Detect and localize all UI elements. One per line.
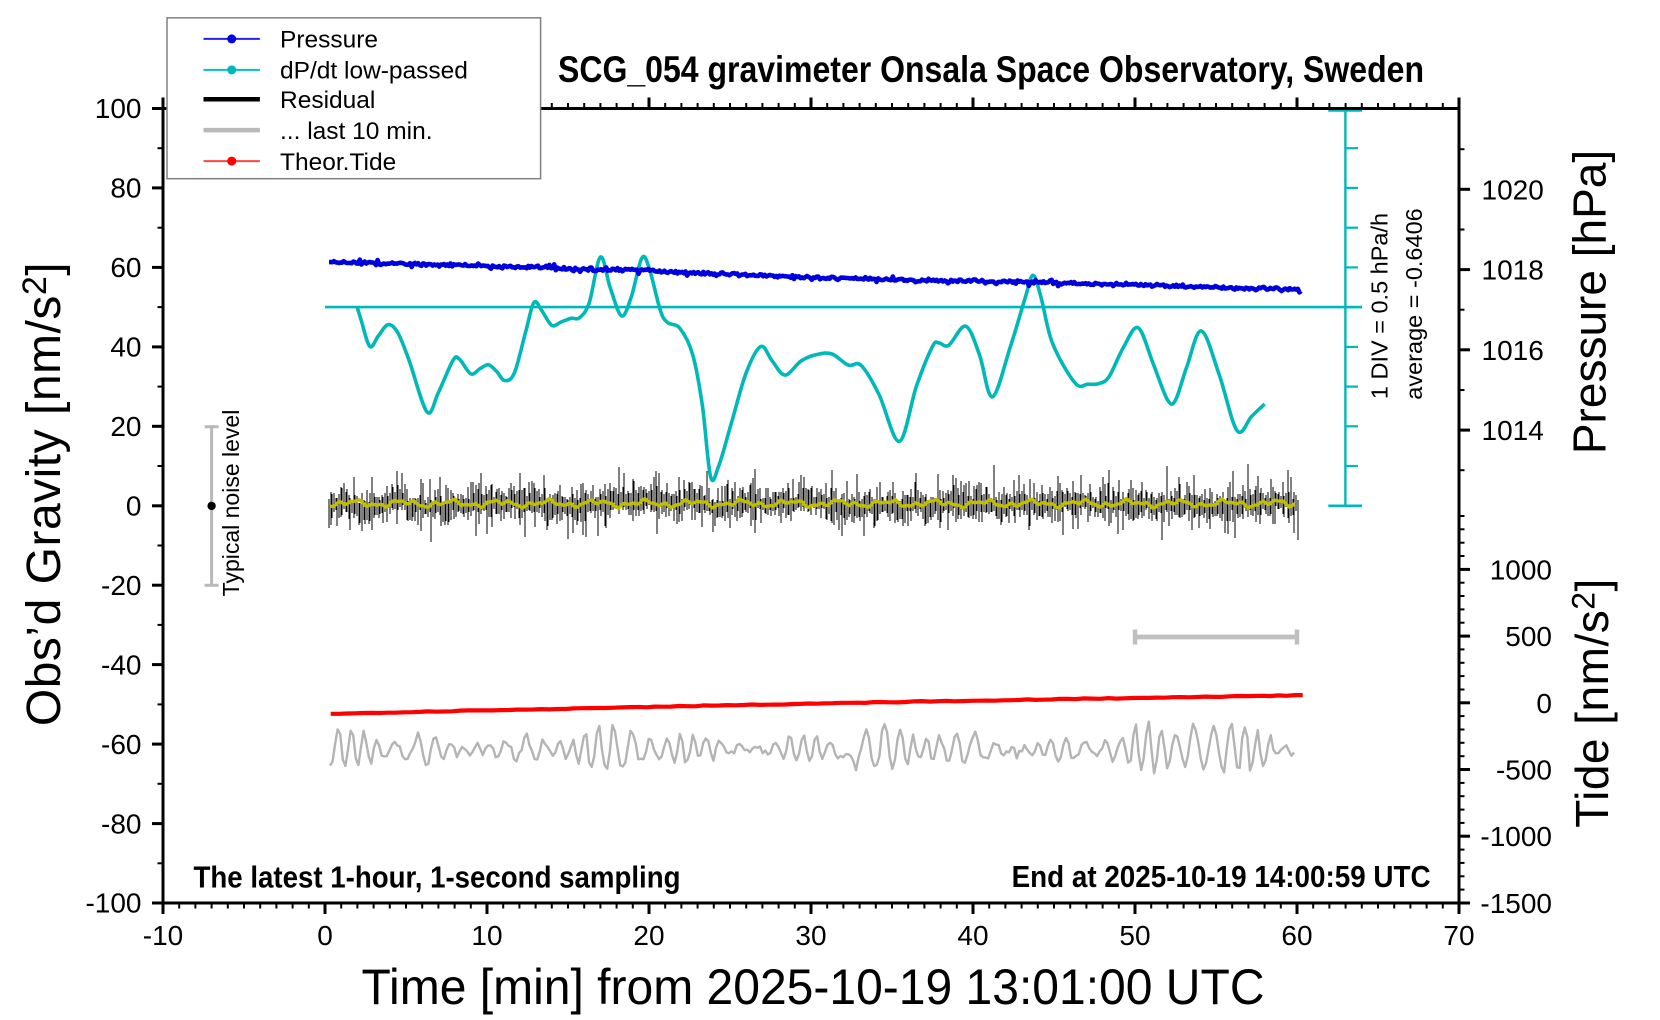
svg-text:1018: 1018	[1482, 255, 1544, 286]
svg-text:-40: -40	[101, 649, 141, 680]
svg-text:1014: 1014	[1482, 415, 1544, 446]
svg-text:1016: 1016	[1482, 335, 1544, 366]
svg-text:-1500: -1500	[1480, 888, 1552, 919]
svg-text:-20: -20	[101, 570, 141, 601]
svg-text:-500: -500	[1496, 755, 1552, 786]
svg-text:60: 60	[1281, 920, 1312, 951]
svg-text:1 DIV = 0.5 hPa/h: 1 DIV = 0.5 hPa/h	[1367, 213, 1393, 399]
svg-text:0: 0	[1536, 688, 1552, 719]
svg-text:The latest 1-hour, 1-second sa: The latest 1-hour, 1-second sampling	[194, 861, 681, 895]
svg-text:Tide [nm/s2]: Tide [nm/s2]	[1566, 578, 1619, 828]
svg-text:20: 20	[633, 920, 664, 951]
svg-text:50: 50	[1119, 920, 1150, 951]
svg-text:1020: 1020	[1482, 174, 1544, 205]
svg-text:Obs’d Gravity [nm/s2]: Obs’d Gravity [nm/s2]	[16, 262, 71, 726]
svg-text:Pressure: Pressure	[280, 27, 378, 54]
svg-text:Theor.Tide: Theor.Tide	[280, 149, 396, 176]
svg-text:60: 60	[110, 252, 141, 283]
svg-text:-80: -80	[101, 808, 141, 839]
svg-text:0: 0	[317, 920, 333, 951]
svg-text:-100: -100	[85, 888, 141, 919]
svg-text:100: 100	[95, 93, 142, 124]
svg-text:500: 500	[1505, 621, 1552, 652]
svg-text:average = -0.6406: average = -0.6406	[1401, 208, 1427, 399]
svg-text:... last 10 min.: ... last 10 min.	[280, 118, 433, 145]
svg-text:Time [min] from 2025-10-19 13:: Time [min] from 2025-10-19 13:01:00 UTC	[362, 959, 1265, 1015]
svg-text:1000: 1000	[1490, 554, 1552, 585]
svg-text:40: 40	[110, 332, 141, 363]
svg-text:-60: -60	[101, 729, 141, 760]
svg-text:-1000: -1000	[1480, 821, 1552, 852]
svg-text:0: 0	[126, 491, 142, 522]
svg-text:End at 2025-10-19 14:00:59 UTC: End at 2025-10-19 14:00:59 UTC	[1012, 860, 1431, 894]
svg-text:70: 70	[1443, 920, 1474, 951]
svg-text:Residual: Residual	[280, 87, 375, 114]
svg-text:30: 30	[795, 920, 826, 951]
svg-text:10: 10	[471, 920, 502, 951]
svg-text:SCG_054 gravimeter Onsala Spac: SCG_054 gravimeter Onsala Space Observat…	[558, 49, 1424, 90]
svg-text:Pressure [hPa]: Pressure [hPa]	[1564, 150, 1616, 454]
svg-text:-10: -10	[143, 920, 183, 951]
svg-text:40: 40	[957, 920, 988, 951]
svg-text:dP/dt low-passed: dP/dt low-passed	[280, 58, 468, 85]
svg-text:20: 20	[110, 411, 141, 442]
svg-text:Typical noise level: Typical noise level	[218, 410, 244, 597]
svg-text:80: 80	[110, 173, 141, 204]
